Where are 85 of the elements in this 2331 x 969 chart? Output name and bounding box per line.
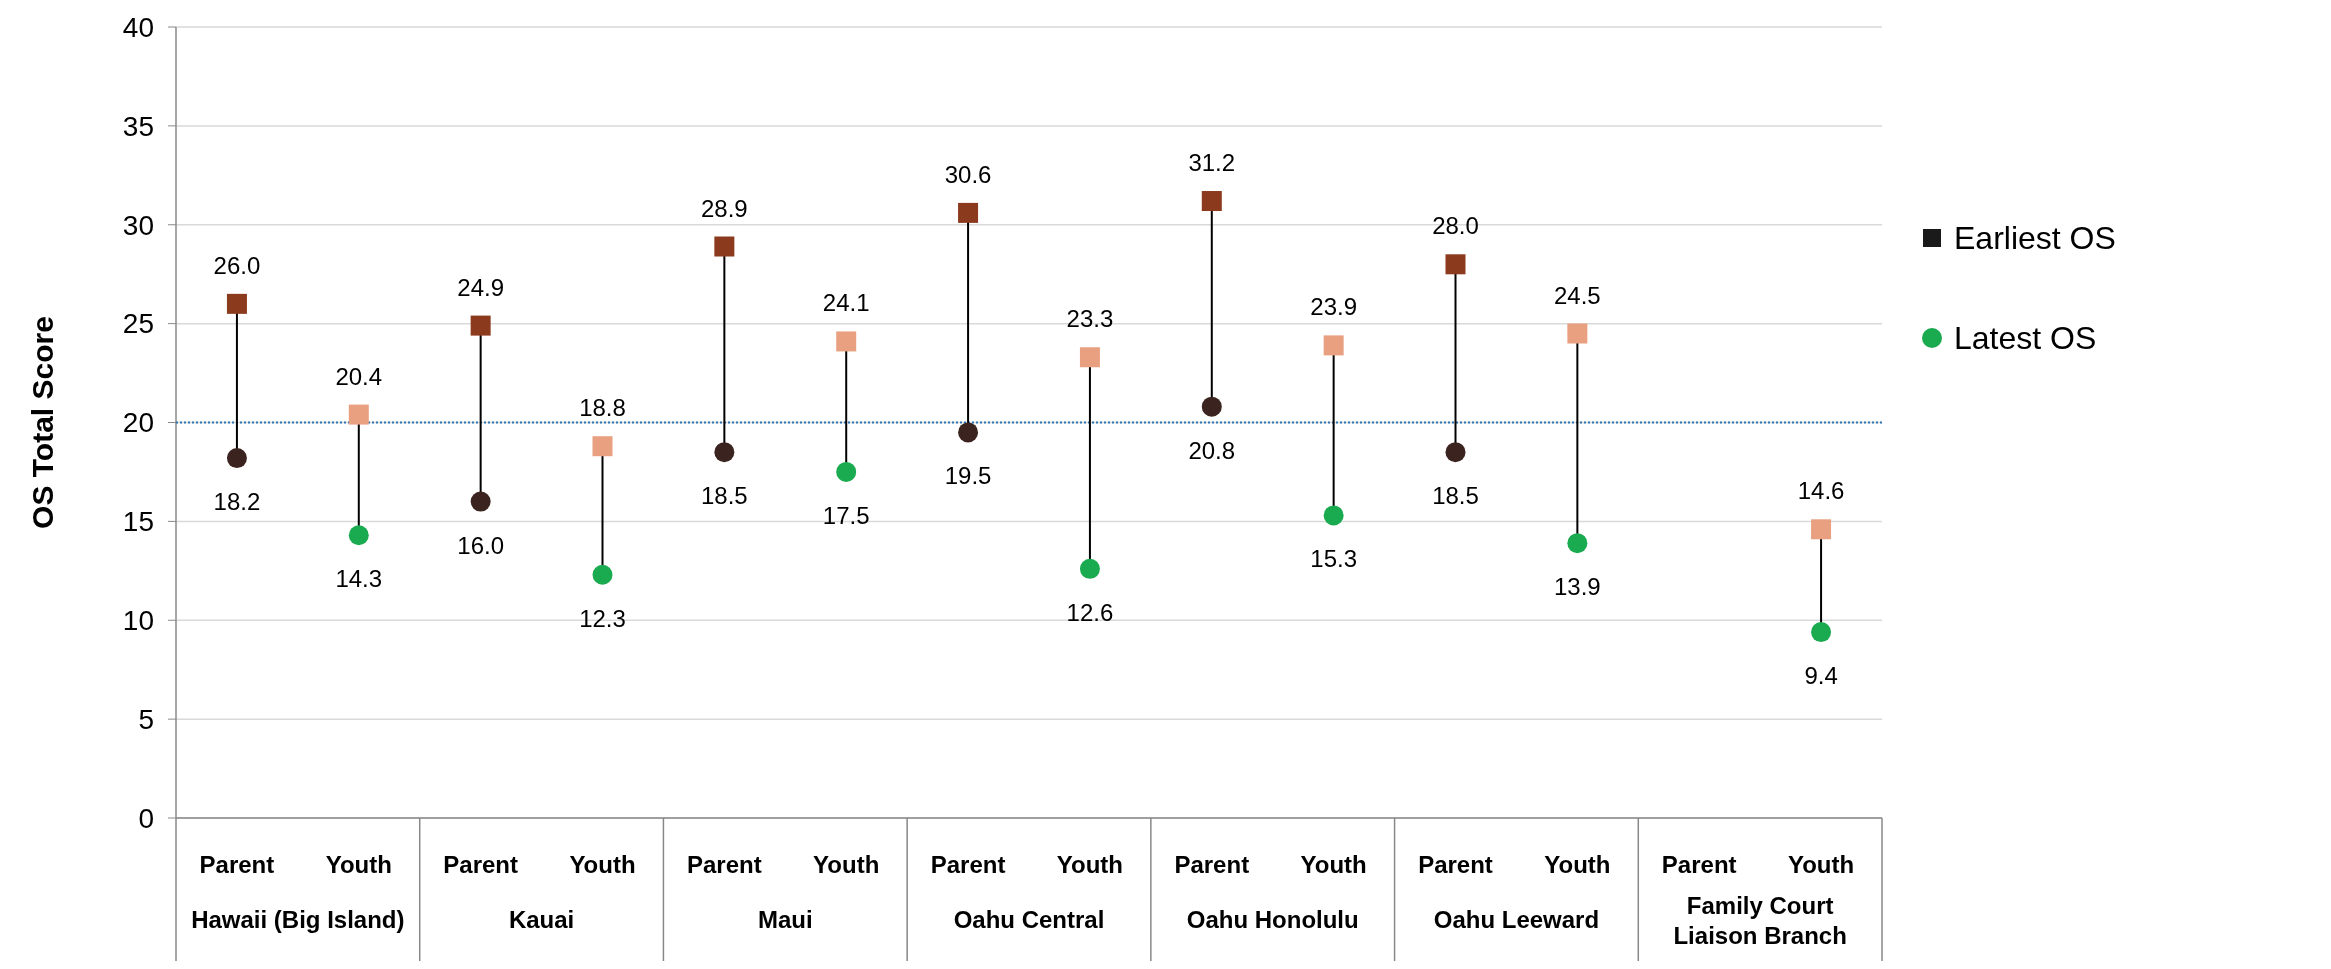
data-label: 31.2 xyxy=(1188,149,1236,177)
point xyxy=(1079,558,1100,579)
x-tick-label: Youth xyxy=(1300,851,1367,878)
text: Oahu Leeward xyxy=(1433,906,1600,933)
data-label: 12.3 xyxy=(579,604,626,632)
y-tick-label: 10 xyxy=(122,605,154,637)
data-label: 26.0 xyxy=(213,251,261,279)
point xyxy=(226,293,247,314)
data-label: 18.2 xyxy=(213,488,261,516)
point xyxy=(1567,323,1588,344)
data-label: 23.9 xyxy=(1310,293,1357,321)
data-label: 9.4 xyxy=(1804,662,1838,690)
point xyxy=(1445,254,1466,275)
data-label: 17.5 xyxy=(822,501,870,529)
data-label: 24.1 xyxy=(822,289,870,317)
point xyxy=(1079,347,1100,368)
data-label: 30.6 xyxy=(944,160,992,188)
data-label: 16.0 xyxy=(457,531,504,559)
point xyxy=(1323,335,1344,356)
y-tick-label: 30 xyxy=(122,209,154,241)
point xyxy=(348,404,369,425)
point xyxy=(1201,191,1222,212)
point xyxy=(714,442,735,463)
x-tick-label: Parent xyxy=(443,851,518,878)
text: Earliest OS xyxy=(1954,220,2116,257)
point xyxy=(836,331,857,352)
data-label: 23.3 xyxy=(1066,305,1114,333)
point xyxy=(1567,533,1588,554)
text: Hawaii (Big Island) xyxy=(191,906,405,933)
data-label: 18.8 xyxy=(579,394,626,422)
data-label: 18.5 xyxy=(701,482,748,510)
x-tick-label: Parent xyxy=(930,851,1006,878)
text: Oahu Honolulu xyxy=(1186,906,1359,933)
point xyxy=(470,491,491,512)
x-tick-label: Parent xyxy=(1661,851,1737,878)
x-tick-label: Parent xyxy=(1418,851,1493,878)
data-label: 24.5 xyxy=(1554,281,1601,309)
y-tick-label: 15 xyxy=(122,506,154,538)
x-tick-label: Youth xyxy=(813,851,880,878)
text: Kauai xyxy=(508,906,575,933)
x-tick-label: Youth xyxy=(1544,851,1611,878)
data-label: 28.0 xyxy=(1432,212,1479,240)
y-tick-label: 25 xyxy=(122,308,154,340)
data-label: 20.4 xyxy=(335,362,383,390)
y-tick-label: 20 xyxy=(122,407,154,439)
x-tick-label: Parent xyxy=(687,851,762,878)
y-tick-label: 0 xyxy=(138,802,154,834)
x-tick-label: Youth xyxy=(1056,851,1124,878)
point xyxy=(592,436,613,457)
point xyxy=(1445,442,1466,463)
x-tick-label: Youth xyxy=(1787,851,1855,878)
y-tick-label: 35 xyxy=(122,110,154,142)
data-label: 14.6 xyxy=(1797,477,1845,505)
point xyxy=(1811,519,1832,540)
x-tick-label: Parent xyxy=(1174,851,1250,878)
text: Oahu Central xyxy=(953,906,1105,933)
legend-label: Latest OS xyxy=(1954,320,2097,357)
text: Family Court Liaison Branch xyxy=(1673,892,1847,949)
point xyxy=(592,564,613,585)
data-label: 20.8 xyxy=(1188,436,1236,464)
point xyxy=(1323,505,1344,526)
point xyxy=(714,236,735,257)
data-label: 28.9 xyxy=(701,194,748,222)
y-axis-title: OS Total Score xyxy=(26,316,59,529)
text: Maui xyxy=(757,906,813,933)
y-tick-label: 40 xyxy=(122,11,154,43)
data-label: 15.3 xyxy=(1310,545,1357,573)
point xyxy=(958,202,979,223)
x-tick-label: Parent xyxy=(199,851,275,878)
data-label: 14.3 xyxy=(335,565,383,593)
point xyxy=(1811,622,1832,643)
x-tick-label: Youth xyxy=(325,851,392,878)
y-tick-label: 5 xyxy=(138,703,154,735)
x-tick-label: Youth xyxy=(569,851,636,878)
point xyxy=(226,448,247,469)
data-label: 18.5 xyxy=(1432,482,1479,510)
point xyxy=(836,461,857,482)
point xyxy=(348,525,369,546)
point xyxy=(958,422,979,443)
data-label: 12.6 xyxy=(1066,598,1114,626)
data-label: 13.9 xyxy=(1554,573,1601,601)
point xyxy=(1201,396,1222,417)
point xyxy=(470,315,491,336)
data-label: 24.9 xyxy=(457,273,504,301)
data-label: 19.5 xyxy=(944,462,992,490)
